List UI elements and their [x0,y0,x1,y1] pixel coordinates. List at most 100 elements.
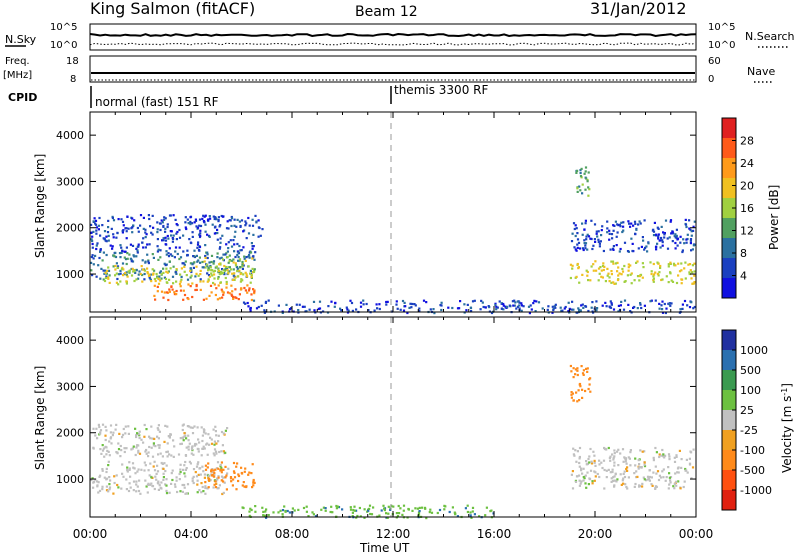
heatmap-cell [262,514,265,517]
heatmap-cell [158,484,161,487]
heatmap-cell [115,272,118,275]
heatmap-cell [156,231,159,234]
heatmap-cell [229,476,233,479]
heatmap-cell [224,253,227,256]
heatmap-cell [137,489,141,493]
heatmap-cell [595,232,598,235]
heatmap-cell [189,276,192,279]
heatmap-cell [593,459,596,462]
heatmap-cell [213,483,216,486]
heatmap-cell [137,449,140,452]
heatmap-cell [227,467,230,470]
heatmap-cell [184,216,187,219]
heatmap-cell [383,509,386,512]
heatmap-cell [251,247,254,250]
heatmap-cell [211,223,214,226]
heatmap-cell [146,483,149,486]
heatmap-cell [232,295,235,298]
heatmap-cell [585,460,588,463]
heatmap-cell [221,492,224,496]
heatmap-cell [279,509,282,512]
heatmap-cell [183,293,187,297]
heatmap-cell [656,226,659,229]
heatmap-cell [546,308,549,311]
heatmap-cell [162,225,165,228]
heatmap-cell [188,442,191,445]
heatmap-cell [584,222,587,225]
heatmap-cell [99,474,102,477]
heatmap-cell [581,233,584,236]
heatmap-cell [226,291,230,294]
heatmap-cell [568,307,571,310]
heatmap-cell [516,305,519,308]
heatmap-cell [220,256,223,259]
heatmap-cell [164,243,167,246]
heatmap-cell [138,430,141,433]
heatmap-cell [533,299,536,302]
heatmap-cell [359,515,362,518]
heatmap-cell [107,277,110,280]
heatmap-cell [184,468,187,471]
heatmap-cell [221,271,224,274]
heatmap-cell [232,268,235,271]
heatmap-cell [208,475,211,478]
heatmap-cell [607,272,610,275]
heatmap-cell [231,272,234,275]
heatmap-cell [126,252,129,255]
heatmap-cell [207,433,210,436]
heatmap-cell [189,267,192,270]
nsky-tick-bottom: 10^0 [50,40,77,51]
heatmap-cell [682,485,685,489]
heatmap-cell [632,224,635,227]
heatmap-cell [495,308,498,311]
heatmap-cell [598,245,601,248]
heatmap-cell [214,425,217,428]
heatmap-cell [464,507,467,510]
heatmap-cell [141,241,144,244]
heatmap-cell [281,311,284,314]
heatmap-cell [609,300,612,303]
heatmap-cell [97,228,100,231]
heatmap-cell [144,231,147,234]
heatmap-cell [212,486,215,489]
heatmap-cell [580,480,583,483]
heatmap-cell [634,464,637,467]
colorbar-swatch [722,198,736,219]
heatmap-cell [112,265,115,268]
heatmap-cell [619,473,622,476]
heatmap-cell [267,514,270,517]
heatmap-cell [574,373,577,376]
heatmap-cell [594,260,597,263]
heatmap-cell [125,262,128,266]
heatmap-cell [254,214,257,217]
heatmap-cell [155,472,158,475]
heatmap-cell [684,277,687,280]
heatmap-cell [165,270,168,273]
heatmap-cell [250,293,253,296]
heatmap-cell [686,471,689,474]
heatmap-cell [222,480,225,483]
y-tick-label: 3000 [56,175,84,188]
heatmap-cell [135,446,138,449]
heatmap-cell [355,308,358,311]
heatmap-cell [288,511,291,514]
heatmap-cell [210,272,213,275]
heatmap-cell [513,299,516,302]
heatmap-cell [638,485,641,488]
heatmap-cell [164,217,167,220]
heatmap-cell [198,441,201,444]
heatmap-cell [602,249,605,253]
heatmap-cell [199,288,202,291]
heatmap-cell [206,453,209,456]
heatmap-cell [199,232,202,235]
heatmap-cell [137,230,140,233]
heatmap-cell [98,475,101,478]
colorbar-tick-label: 1000 [740,344,768,357]
heatmap-cell [313,309,316,312]
heatmap-cell [199,473,202,476]
heatmap-cell [571,232,574,235]
heatmap-cell [586,178,589,182]
heatmap-cell [195,475,199,478]
cpid-segment-themis: themis 3300 RF [394,83,488,97]
heatmap-cell [676,467,680,470]
